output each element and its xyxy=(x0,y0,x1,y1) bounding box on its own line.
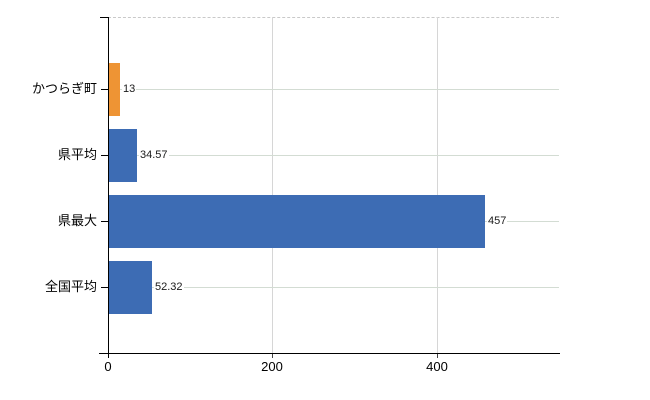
plot-top-border xyxy=(108,17,559,18)
category-gridline xyxy=(108,89,559,90)
category-tick xyxy=(101,287,108,288)
x-tick-label: 400 xyxy=(426,359,448,374)
bar xyxy=(109,195,485,248)
x-axis-tick xyxy=(272,353,273,358)
category-label: かつらぎ町 xyxy=(31,81,97,96)
category-gridline xyxy=(108,287,559,288)
category-tick xyxy=(101,155,108,156)
y-axis-top-tick xyxy=(100,17,108,18)
bar xyxy=(109,63,120,116)
x-tick-label: 0 xyxy=(104,359,112,374)
value-label: 13 xyxy=(122,81,137,97)
category-label: 県最大 xyxy=(57,213,97,228)
value-gridline xyxy=(272,17,273,353)
value-label: 34.57 xyxy=(139,147,169,163)
x-axis-line xyxy=(99,353,560,354)
value-label: 457 xyxy=(487,213,508,229)
category-label: 全国平均 xyxy=(44,279,97,294)
category-label: 県平均 xyxy=(57,147,97,162)
x-axis-tick xyxy=(437,353,438,358)
category-tick xyxy=(101,89,108,90)
y-axis-line xyxy=(108,17,109,358)
category-tick xyxy=(101,221,108,222)
bar xyxy=(109,261,152,314)
x-tick-label: 200 xyxy=(261,359,283,374)
value-label: 52.32 xyxy=(154,279,184,295)
category-gridline xyxy=(108,155,559,156)
bar xyxy=(109,129,137,182)
value-gridline xyxy=(437,17,438,353)
